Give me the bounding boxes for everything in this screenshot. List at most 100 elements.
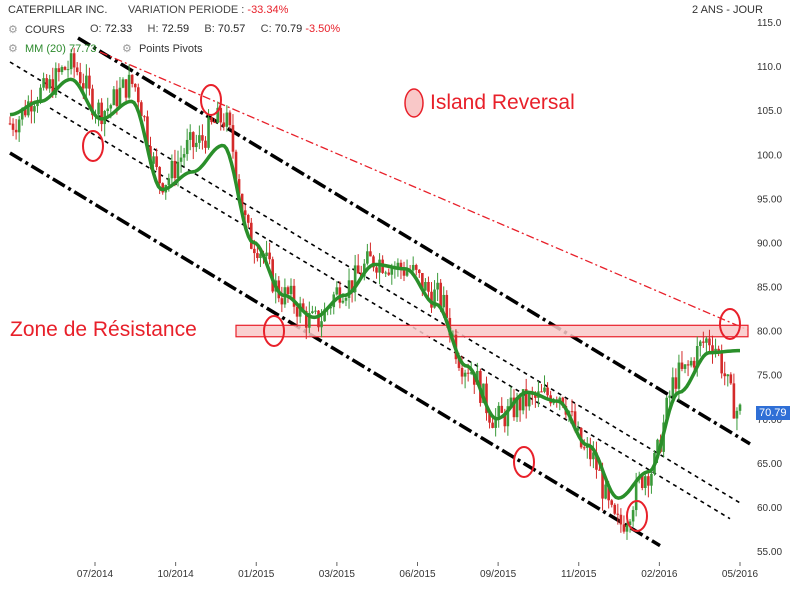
island-reversal-marker (719, 308, 741, 340)
candle-body (280, 298, 284, 305)
x-tick-label: 05/2016 (722, 569, 759, 580)
candle-body (60, 66, 64, 73)
candle-body (521, 389, 525, 411)
candle-body (204, 140, 207, 148)
candle-body (317, 310, 320, 328)
candle-body (143, 116, 146, 118)
y-tick-label: 65.00 (757, 459, 782, 470)
series-label[interactable]: COURS (24, 24, 65, 36)
x-axis: 07/2014 10/2014 01/2015 03/2015 06/2015 09/20… (77, 562, 759, 580)
candle-body (85, 75, 88, 89)
candle-body (628, 521, 632, 526)
candle-body (219, 107, 223, 123)
y-tick-label: 110.0 (757, 62, 782, 73)
x-tick-label: 06/2015 (399, 569, 436, 580)
candle-body (463, 372, 467, 377)
candle-body (188, 132, 192, 140)
candle-body (683, 364, 687, 369)
candle-body (304, 311, 308, 328)
y-tick-label: 80.00 (757, 327, 782, 338)
candle-body (702, 341, 705, 343)
candle-body (433, 289, 436, 308)
island-reversal-marker (200, 84, 222, 116)
candle-body (634, 479, 638, 511)
candle-body (717, 348, 720, 351)
variation-label: VARIATION PERIODE : (128, 4, 245, 16)
x-tick-label: 02/2016 (641, 569, 678, 580)
candle-body (57, 68, 61, 73)
candle-body (543, 387, 546, 392)
candle-body (647, 476, 650, 486)
candle-body (714, 348, 717, 353)
candle-body (421, 273, 424, 291)
candle-body (668, 395, 672, 398)
candle-body (14, 129, 18, 133)
candle-body (540, 391, 543, 393)
candle-body (427, 282, 430, 292)
candle-body (115, 89, 119, 107)
candle-body (231, 125, 235, 152)
gear-icon[interactable]: ⚙ (8, 43, 18, 55)
candle-body (439, 282, 442, 308)
candle-body (585, 445, 589, 448)
candle-body (347, 280, 351, 298)
candle-body (308, 312, 311, 328)
candle-body (503, 412, 507, 427)
candlesticks (8, 47, 742, 540)
candle-body (656, 439, 659, 453)
candle-body (268, 252, 271, 260)
resistance-zone-label: Zone de Résistance (10, 318, 197, 341)
candle-body (650, 473, 653, 486)
candle-body (240, 193, 244, 211)
candle-body (512, 397, 516, 418)
gear-icon[interactable]: ⚙ (8, 24, 18, 36)
candle-body (109, 105, 113, 109)
candle-body (121, 79, 125, 88)
pivots-toggle[interactable]: ⚙ Points Pivots (122, 42, 203, 55)
candle-body (534, 394, 537, 398)
candle-body (491, 422, 494, 428)
candle-body (732, 383, 736, 419)
candle-body (124, 79, 128, 98)
candle-body (170, 160, 174, 179)
range-label[interactable]: 2 ANS - JOUR (692, 4, 763, 16)
resistance-zone (235, 324, 749, 338)
candle-body (558, 397, 562, 402)
candle-body (372, 256, 375, 268)
candle-body (414, 264, 418, 270)
candle-body (460, 367, 464, 377)
candle-body (625, 525, 629, 532)
gear-icon[interactable]: ⚙ (122, 43, 132, 55)
candle-body (445, 294, 449, 318)
candle-body (680, 362, 684, 369)
candle-body (167, 178, 171, 185)
candle-body (674, 377, 678, 389)
candle-body (677, 362, 681, 389)
candle-body (720, 350, 723, 374)
low-label: B: (204, 23, 215, 35)
candle-body (527, 393, 531, 407)
y-tick-label: 115.0 (757, 18, 782, 29)
island-reversal-legend-icon (404, 88, 424, 118)
island-reversal-marker (513, 446, 535, 478)
pivots-label[interactable]: Points Pivots (138, 43, 203, 55)
candle-body (127, 74, 131, 98)
candle-body (436, 282, 439, 290)
close-change: -3.50% (305, 23, 341, 35)
ma-label[interactable]: MM (20) (24, 43, 66, 55)
candle-body (335, 287, 339, 295)
x-tick-label: 10/2014 (158, 569, 195, 580)
high-value: 72.59 (161, 23, 190, 35)
candle-body (469, 372, 473, 374)
candle-body (295, 306, 299, 317)
candle-body (524, 389, 528, 407)
candle-body (353, 265, 357, 293)
candle-body (589, 445, 592, 460)
candle-body (301, 303, 305, 312)
y-tick-label: 70.00 (757, 415, 782, 426)
candle-body (75, 67, 79, 73)
candle-body (500, 405, 504, 413)
candle-body (320, 321, 323, 328)
candle-body (48, 79, 52, 89)
